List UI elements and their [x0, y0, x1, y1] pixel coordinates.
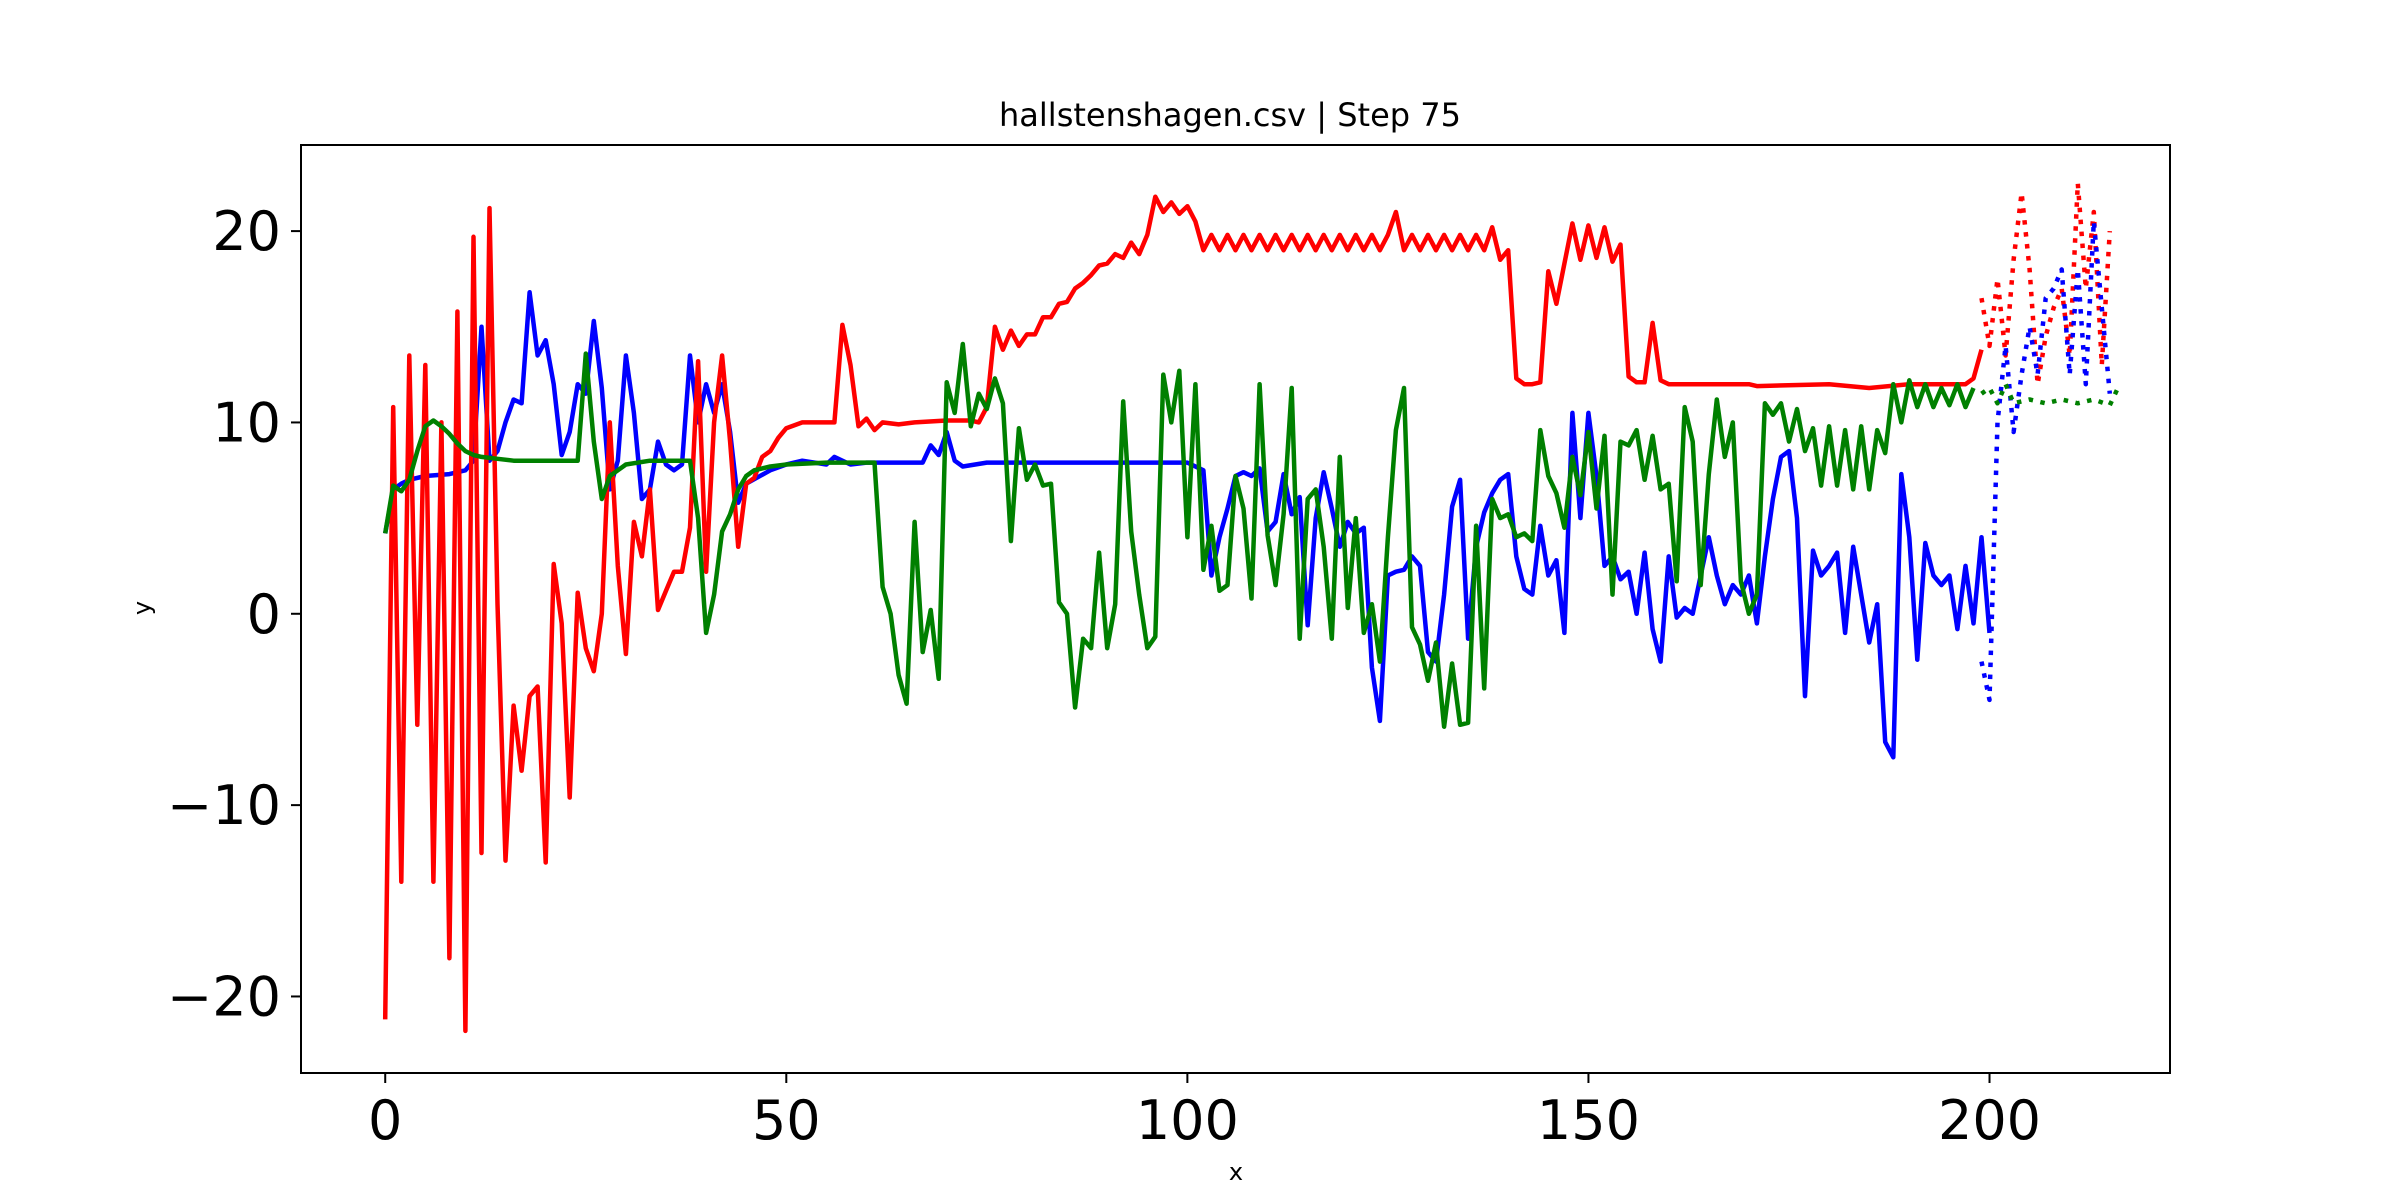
chart-title: hallstenshagen.csv | Step 75 [999, 96, 1461, 134]
x-tick-label: 50 [752, 1089, 821, 1152]
y-tick-label: 10 [212, 391, 281, 454]
x-axis-label: x [1229, 1158, 1243, 1186]
series-line-4 [1979, 181, 2113, 387]
x-tick-label: 200 [1938, 1089, 2041, 1152]
series-line-5 [1979, 219, 2113, 703]
series-line-3 [382, 341, 1976, 729]
x-axis-ticks: 0 50 100 150 200 [368, 1073, 2041, 1152]
x-tick-label: 0 [368, 1089, 402, 1152]
y-tick-label: 0 [247, 583, 281, 646]
series-line-2 [382, 194, 1984, 1034]
x-tick-label: 150 [1537, 1089, 1640, 1152]
y-tick-label: 20 [212, 200, 281, 263]
series-line-6 [1980, 381, 2120, 408]
y-tick-label: −10 [167, 774, 281, 837]
y-axis-label: y [128, 601, 156, 615]
plot-frame [300, 144, 2171, 1074]
y-tick-label: −20 [167, 965, 281, 1028]
y-axis-ticks: −20 −10 0 10 20 [167, 200, 301, 1028]
plot-lines [382, 181, 2120, 1034]
x-tick-label: 100 [1136, 1089, 1239, 1152]
series-line-1 [382, 290, 1992, 760]
